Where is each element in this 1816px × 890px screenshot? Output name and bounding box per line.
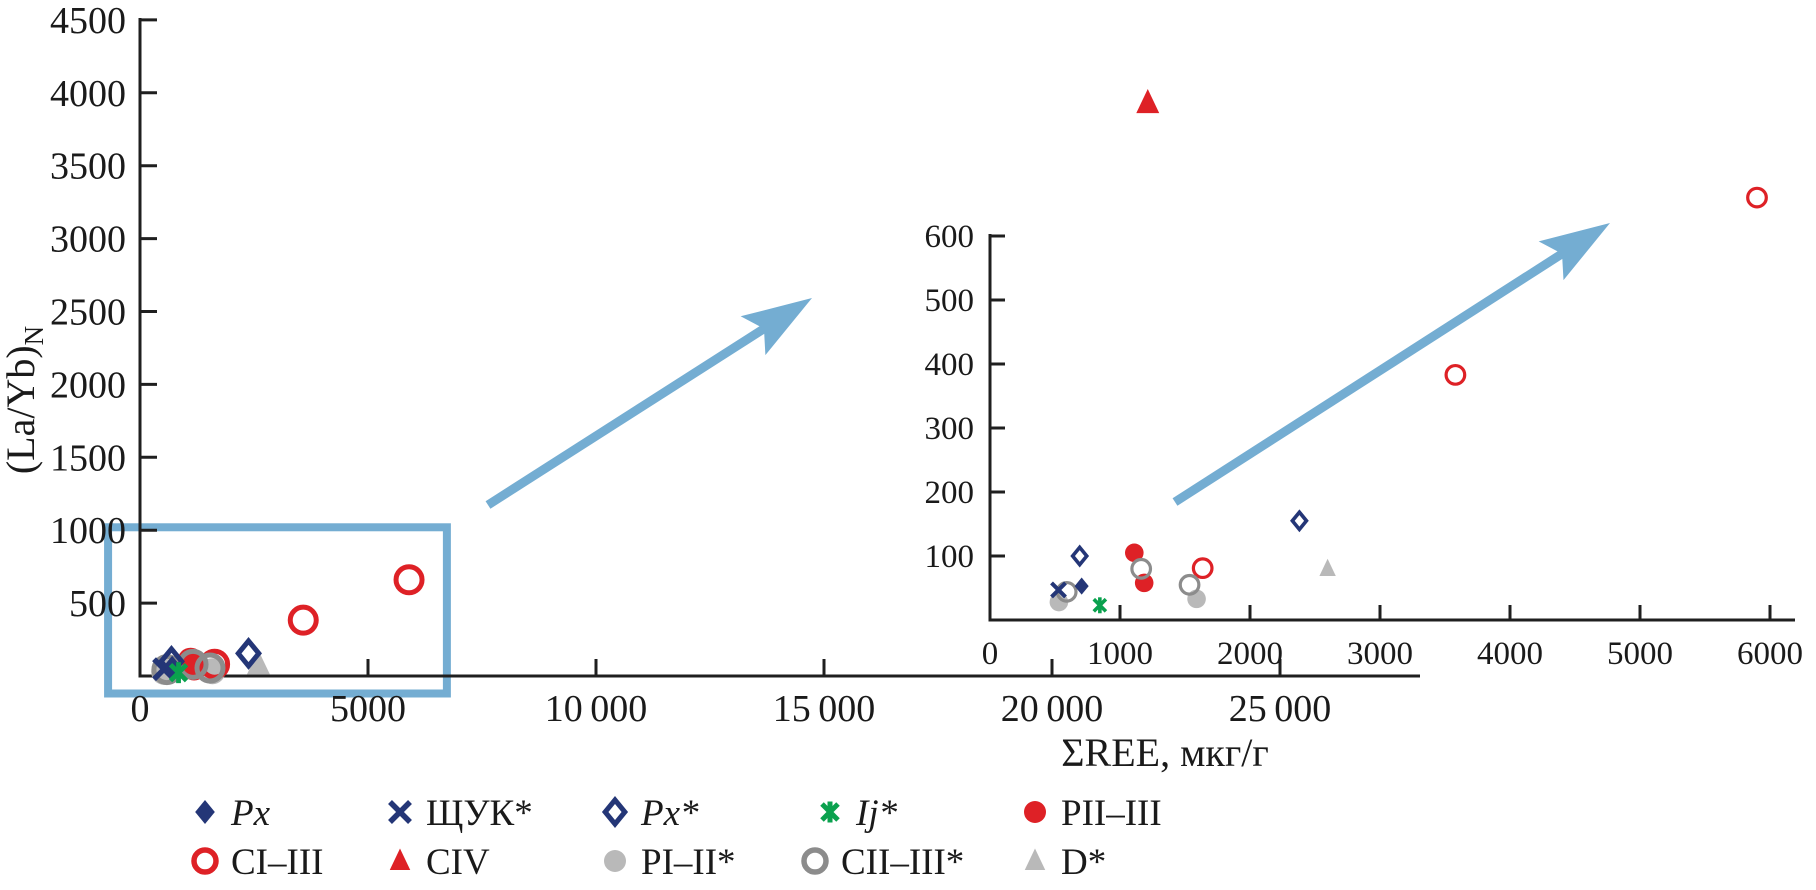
- legend-label: CIV: [426, 842, 490, 883]
- main-x-tick-label: 0: [131, 688, 150, 730]
- legend-item-2: ЩУК*: [388, 793, 533, 834]
- legend-item-8: PI–II*: [604, 842, 736, 883]
- legend-label: PII–III: [1061, 793, 1162, 834]
- legend-label: CI–III: [231, 842, 323, 883]
- legend-label: D*: [1061, 842, 1106, 883]
- legend-label: CII–III*: [841, 842, 964, 883]
- data-point-main-s2: [393, 564, 425, 596]
- annotations-layer: [104, 223, 1610, 698]
- inset-x-tick-label: 1000: [1087, 636, 1153, 672]
- legend-item-3: Px*: [601, 793, 699, 834]
- inset-y-tick-label: 100: [925, 539, 975, 575]
- inset-x-tick-label: 0: [982, 636, 999, 672]
- legend-label: ЩУК*: [426, 793, 533, 834]
- main-y-tick-label: 1000: [50, 510, 126, 552]
- data-point-main-s6: [246, 650, 270, 675]
- legend-label: PI–II*: [641, 842, 736, 883]
- legend-label: Ij*: [855, 793, 898, 834]
- y-axis-title: (La/Yb)N: [0, 326, 49, 474]
- main-plot-points: [151, 89, 1160, 686]
- arrow-shaft: [485, 324, 768, 509]
- data-point-main-s8: [168, 662, 189, 684]
- main-x-tick-label: 25 000: [1229, 688, 1332, 730]
- legend: Px ЩУК* Px* Ij* PII–III CI–III CIV PI–II* CII–II…: [191, 793, 1162, 883]
- inset-x-tick-label: 6000: [1737, 636, 1803, 672]
- legend-item-6: CI–III: [191, 842, 323, 883]
- data-point-main-s2: [287, 604, 319, 636]
- legend-item-7: CIV: [389, 842, 490, 883]
- data-point-inset-s2: [1191, 557, 1214, 580]
- main-y-tick-label: 500: [69, 583, 126, 625]
- data-point-inset-s3: [1178, 573, 1201, 596]
- main-y-tick-label: 4000: [50, 73, 126, 115]
- legend-marker-icon: [389, 848, 411, 870]
- inset-y-tick-label: 500: [925, 283, 975, 319]
- legend-marker-icon: [388, 800, 412, 824]
- data-point-inset-s7: [1070, 544, 1090, 568]
- legend-marker-icon: [1024, 801, 1046, 823]
- zoom-arrow-2: [1172, 223, 1610, 506]
- legend-marker-icon: [191, 847, 219, 875]
- data-point-inset-s2: [1746, 186, 1768, 209]
- legend-item-9: CII–III*: [801, 842, 964, 883]
- inset-x-tick-label: 4000: [1477, 636, 1543, 672]
- legend-item-4: Ij*: [820, 793, 898, 834]
- main-y-tick-label: 3000: [50, 219, 126, 261]
- main-x-tick-label: 15 000: [773, 688, 876, 730]
- data-point-main-s3: [194, 652, 226, 684]
- legend-marker-icon: [1024, 848, 1046, 870]
- legend-marker-icon: [820, 801, 840, 823]
- data-point-inset-s8: [1092, 597, 1108, 614]
- main-x-tick-label: 20 000: [1001, 688, 1104, 730]
- legend-marker-icon: [601, 796, 629, 828]
- main-y-tick-label: 2500: [50, 292, 126, 334]
- data-point-main-s2: [199, 648, 231, 680]
- data-point-inset-s1: [1125, 543, 1144, 563]
- legend-label: Px: [230, 793, 271, 834]
- legend-item-5: PII–III: [1024, 793, 1162, 834]
- inset-y-tick-label: 600: [925, 219, 975, 255]
- inset-x-tick-label: 5000: [1607, 636, 1673, 672]
- legend-item-10: D*: [1024, 842, 1106, 883]
- main-y-tick-label: 3500: [50, 146, 126, 188]
- legend-item-1: Px: [195, 793, 271, 834]
- main-x-tick-label: 10 000: [545, 688, 648, 730]
- data-point-inset-s3: [1130, 557, 1153, 580]
- legend-marker-icon: [801, 847, 829, 875]
- x-axis-title: ΣREE, мкг/г: [1061, 730, 1269, 775]
- legend-label: Px*: [640, 793, 699, 834]
- inset-y-tick-label: 200: [925, 475, 975, 511]
- zoom-region-rectangle: [104, 523, 451, 698]
- arrow-head-icon: [1538, 223, 1610, 281]
- inset-plot-points: [1049, 186, 1768, 614]
- zoom-arrow-1: [485, 298, 812, 509]
- data-point-main-s9: [1136, 89, 1160, 114]
- data-point-inset-s2: [1444, 363, 1467, 386]
- inset-y-tick-label: 400: [925, 347, 975, 383]
- legend-marker-icon: [195, 800, 215, 824]
- main-y-tick-label: 2000: [50, 364, 126, 406]
- data-point-main-s7: [157, 644, 185, 678]
- inset-x-tick-label: 3000: [1347, 636, 1413, 672]
- inset-x-tick-label: 2000: [1217, 636, 1283, 672]
- arrow-shaft: [1172, 249, 1566, 506]
- data-point-inset-s6: [1319, 558, 1336, 576]
- data-point-inset-s4: [1074, 577, 1089, 595]
- legend-marker-icon: [604, 850, 626, 872]
- arrow-head-icon: [740, 298, 812, 356]
- data-point-main-s7: [235, 636, 263, 670]
- main-y-tick-label: 1500: [50, 437, 126, 479]
- data-point-inset-s7: [1290, 509, 1309, 533]
- main-y-tick-label: 4500: [50, 0, 126, 42]
- data-point-inset-s5: [1050, 581, 1067, 599]
- inset-y-tick-label: 300: [925, 411, 975, 447]
- main-x-tick-label: 5000: [330, 688, 406, 730]
